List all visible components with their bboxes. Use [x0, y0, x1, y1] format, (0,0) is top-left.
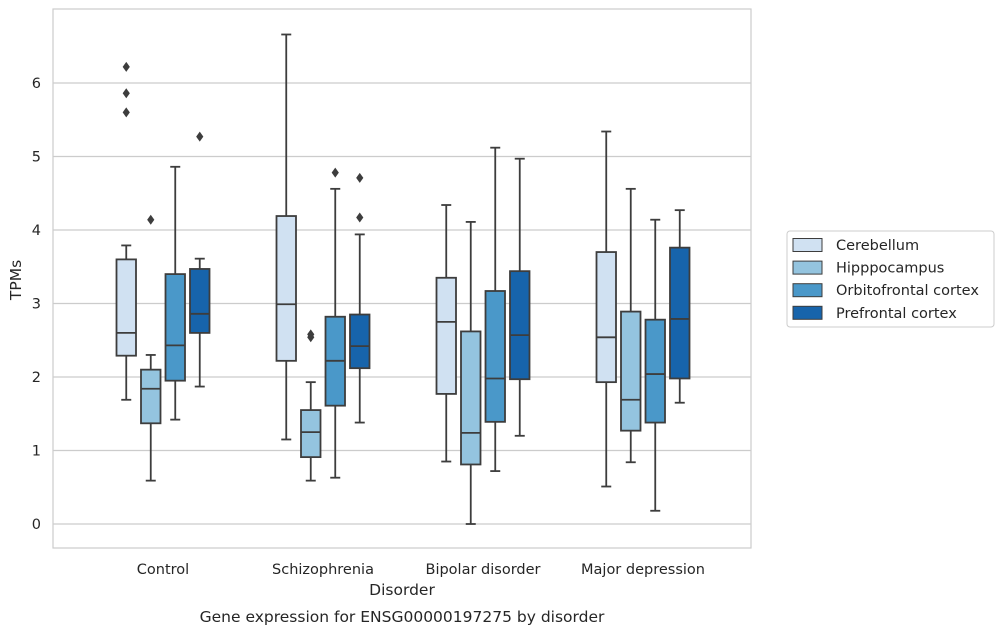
iqr-box [595, 251, 617, 384]
outlier-point [122, 88, 130, 99]
box-cerebellum [595, 130, 617, 488]
box-cerebellum [115, 61, 137, 401]
x-tick-label: Bipolar disorder [426, 562, 541, 578]
legend-swatch [792, 260, 823, 275]
y-tick-label: 6 [32, 76, 41, 92]
y-tick-label: 5 [32, 150, 41, 166]
outlier-point [331, 167, 339, 178]
box-prefrontal-cortex [669, 209, 691, 404]
legend-label: Hipppocampus [836, 261, 944, 277]
x-tick-label: Schizophrenia [272, 562, 374, 578]
box-hipppocampus [620, 187, 642, 464]
iqr-box [349, 313, 371, 370]
y-tick-label: 0 [32, 517, 41, 533]
box-prefrontal-cortex [349, 172, 371, 424]
box-orbitofrontal-cortex [164, 165, 186, 421]
iqr-box [669, 246, 691, 380]
iqr-box [620, 310, 642, 432]
iqr-box [484, 290, 506, 423]
box-cerebellum [275, 33, 297, 441]
box-orbitofrontal-cortex [644, 218, 666, 512]
outlier-point [122, 61, 130, 72]
x-axis-label: Disorder [369, 581, 435, 599]
box-hipppocampus [460, 221, 482, 525]
box-cerebellum [435, 204, 457, 463]
y-tick-label: 3 [32, 297, 41, 313]
legend-label: Orbitofrontal cortex [836, 283, 979, 299]
outlier-point [196, 131, 204, 142]
x-tick-label: Control [137, 562, 189, 578]
legend: Cerebellum Hipppocampus Orbitofrontal cort… [786, 230, 995, 328]
box-prefrontal-cortex [189, 131, 211, 388]
legend-frame [786, 230, 995, 328]
iqr-box [509, 270, 531, 381]
box-hipppocampus [300, 329, 322, 482]
iqr-box [115, 258, 137, 357]
boxes [115, 33, 691, 525]
x-tick-label: Major depression [581, 562, 705, 578]
legend-item: Hipppocampus [792, 260, 944, 277]
iqr-box [435, 276, 457, 395]
iqr-box [275, 215, 297, 362]
y-tick-label: 1 [32, 444, 41, 460]
plot-frame [52, 8, 752, 549]
iqr-box [460, 330, 482, 466]
legend-item: Cerebellum [792, 238, 919, 254]
outlier-point [147, 214, 155, 225]
iqr-box [644, 318, 666, 424]
box-orbitofrontal-cortex [324, 167, 346, 479]
outlier-point [307, 329, 315, 340]
box-orbitofrontal-cortex [484, 146, 506, 472]
legend-swatch [792, 305, 823, 320]
iqr-box [300, 409, 322, 459]
y-tick-labels: 0 1 2 3 4 5 6 [32, 76, 41, 533]
legend-item: Orbitofrontal cortex [792, 283, 979, 299]
legend-swatch [792, 238, 823, 252]
x-tick-labels: Control Schizophrenia Bipolar disorder Majo… [137, 562, 705, 578]
y-tick-label: 2 [32, 370, 41, 386]
iqr-box [189, 268, 211, 334]
outlier-point [356, 172, 364, 183]
legend-swatch [792, 283, 823, 298]
y-tick-label: 4 [32, 223, 41, 239]
outlier-point [122, 107, 130, 118]
legend-label: Prefrontal cortex [836, 306, 957, 322]
legend-item: Prefrontal cortex [792, 305, 957, 322]
iqr-box [164, 273, 186, 382]
box-hipppocampus [140, 214, 162, 482]
box-prefrontal-cortex [509, 157, 531, 437]
outlier-point [356, 212, 364, 223]
legend-label: Cerebellum [836, 238, 919, 254]
chart-caption: Gene expression for ENSG00000197275 by d… [200, 608, 605, 626]
iqr-box [140, 368, 162, 425]
grid-lines [53, 82, 751, 525]
y-axis-label: TPMs [7, 260, 25, 301]
